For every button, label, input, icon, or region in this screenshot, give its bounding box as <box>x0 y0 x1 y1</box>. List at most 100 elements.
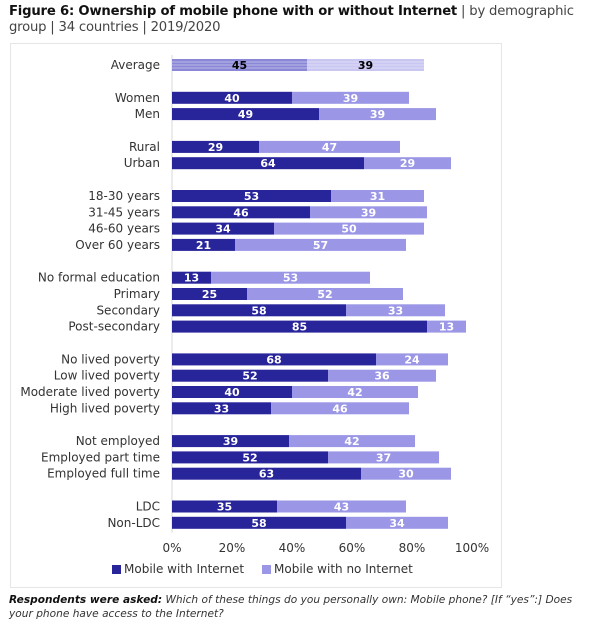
data-label-no-internet-employed-part-time: 37 <box>376 451 391 464</box>
data-label-with-internet-high-lived-poverty: 33 <box>214 402 229 415</box>
bar-with-internet-not-employed <box>172 435 289 448</box>
bar-no-internet-not-employed <box>289 435 415 448</box>
bar-no-internet-secondary <box>346 304 445 317</box>
data-label-with-internet-employed-full-time: 63 <box>259 468 274 481</box>
bar-no-internet-over-60-years <box>235 238 406 251</box>
data-label-no-internet-average: 39 <box>358 59 373 72</box>
data-label-no-internet-secondary: 33 <box>388 304 403 317</box>
category-label-low-lived-poverty: Low lived poverty <box>54 369 160 383</box>
data-label-no-internet-low-lived-poverty: 36 <box>374 370 390 383</box>
bar-no-internet-urban <box>364 157 451 170</box>
bar-with-internet-no-lived-poverty <box>172 353 376 366</box>
x-tick-label-100pct: 100% <box>455 541 489 555</box>
data-label-with-internet-moderate-lived-poverty: 40 <box>224 386 240 399</box>
bar-no-internet-no-formal-education <box>211 271 370 284</box>
bar-with-internet-46-60-years <box>172 222 274 235</box>
category-label-average: Average <box>111 58 160 72</box>
bar-with-internet-non-ldc <box>172 516 346 529</box>
category-label-no-lived-poverty: No lived poverty <box>61 352 160 366</box>
bar-no-internet-low-lived-poverty <box>328 369 436 382</box>
bar-no-internet-employed-full-time <box>361 467 451 480</box>
data-label-with-internet-ldc: 35 <box>217 501 232 514</box>
bar-with-internet-secondary <box>172 304 346 317</box>
legend-label-no-internet: Mobile with no Internet <box>274 562 413 576</box>
bar-no-internet-primary <box>247 288 403 300</box>
category-label-women: Women <box>115 91 160 105</box>
bar-with-internet-men <box>172 108 319 121</box>
data-label-no-internet-over-60-years: 57 <box>313 239 328 252</box>
data-label-no-internet-primary: 52 <box>317 288 332 301</box>
bar-with-internet-no-formal-education <box>172 271 211 284</box>
x-tick-label-60pct: 60% <box>339 541 366 555</box>
x-axis-ticks-layer: 0% 20% 40% 60% 80% 100% <box>162 541 489 555</box>
bar-with-internet-urban <box>172 157 364 170</box>
bar-no-internet-18-30-years <box>331 190 424 202</box>
data-label-with-internet-non-ldc: 58 <box>251 517 266 530</box>
category-label-primary: Primary <box>114 287 160 301</box>
survey-question-note: Respondents were asked: Which of these t… <box>9 593 599 621</box>
category-label-ldc: LDC <box>136 500 160 514</box>
data-label-no-internet-18-30-years: 31 <box>370 190 385 203</box>
data-label-with-internet-no-formal-education: 13 <box>184 272 199 285</box>
bar-with-internet-low-lived-poverty <box>172 369 328 382</box>
x-tick-label-20pct: 20% <box>219 541 246 555</box>
data-label-no-internet-ldc: 43 <box>334 501 349 514</box>
category-label-secondary: Secondary <box>96 303 160 317</box>
bar-no-internet-ldc <box>277 500 406 513</box>
data-label-with-internet-not-employed: 39 <box>223 435 238 448</box>
survey-question-label: Respondents were asked: <box>9 594 163 606</box>
bar-with-internet-rural <box>172 140 259 153</box>
bar-with-internet-high-lived-poverty <box>172 402 271 415</box>
data-label-with-internet-secondary: 58 <box>251 304 266 317</box>
x-tick-label-40pct: 40% <box>279 541 306 555</box>
data-label-with-internet-men: 49 <box>238 108 253 121</box>
data-label-no-internet-not-employed: 42 <box>344 435 359 448</box>
data-label-no-internet-rural: 47 <box>322 141 337 154</box>
category-label-no-formal-education: No formal education <box>38 271 160 285</box>
data-label-no-internet-post-secondary: 13 <box>439 321 454 334</box>
data-label-with-internet-women: 40 <box>224 92 240 105</box>
category-label-high-lived-poverty: High lived poverty <box>50 401 160 415</box>
bar-with-internet-31-45-years <box>172 206 310 219</box>
data-label-no-internet-46-60-years: 50 <box>341 223 357 236</box>
legend-item-no-internet: Mobile with no Internet <box>262 562 413 576</box>
data-label-no-internet-moderate-lived-poverty: 42 <box>347 386 362 399</box>
bar-no-internet-non-ldc <box>346 516 448 529</box>
legend-swatch-with-internet <box>112 564 121 574</box>
bar-no-internet-high-lived-poverty <box>271 402 409 415</box>
data-label-no-internet-non-ldc: 34 <box>389 517 405 530</box>
figure-title: Figure 6: Ownership of mobile phone with… <box>9 4 599 36</box>
category-label-moderate-lived-poverty: Moderate lived poverty <box>20 385 160 399</box>
data-label-no-internet-no-lived-poverty: 24 <box>404 353 420 366</box>
bars-layer: 45 39 40 39 49 39 29 47 64 29 53 31 46 39 34 50 21 57 13 53… <box>171 55 466 533</box>
category-label-rural: Rural <box>129 140 160 154</box>
data-label-with-internet-over-60-years: 21 <box>196 239 211 252</box>
figure-title-main: Figure 6: Ownership of mobile phone with… <box>9 4 458 19</box>
bar-with-internet-primary <box>172 288 247 300</box>
data-label-with-internet-rural: 29 <box>208 141 223 154</box>
category-labels-layer: Average Women Men Rural Urban 18-30 years 31-4… <box>20 58 160 530</box>
data-label-with-internet-primary: 25 <box>202 288 217 301</box>
x-tick-label-0pct: 0% <box>162 541 181 555</box>
bar-with-internet-ldc <box>172 500 277 513</box>
data-label-with-internet-post-secondary: 85 <box>292 321 307 334</box>
data-label-with-internet-low-lived-poverty: 52 <box>242 370 257 383</box>
bar-with-internet-employed-part-time <box>172 451 328 464</box>
data-label-no-internet-urban: 29 <box>400 157 415 170</box>
data-label-with-internet-average: 45 <box>232 59 247 72</box>
category-label-31-45-years: 31-45 years <box>88 205 160 219</box>
bar-no-internet-women <box>292 91 409 104</box>
bar-with-internet-employed-full-time <box>172 467 361 480</box>
bar-with-internet-over-60-years <box>172 238 235 251</box>
category-label-men: Men <box>135 107 160 121</box>
data-label-no-internet-31-45-years: 39 <box>361 206 376 219</box>
data-label-no-internet-high-lived-poverty: 46 <box>332 402 348 415</box>
bar-with-internet-post-secondary <box>172 320 427 333</box>
bar-no-internet-46-60-years <box>274 222 424 235</box>
category-label-employed-full-time: Employed full time <box>47 467 160 481</box>
category-label-employed-part-time: Employed part time <box>41 450 160 464</box>
bar-no-internet-31-45-years <box>310 206 427 219</box>
data-label-no-internet-employed-full-time: 30 <box>398 468 414 481</box>
legend-item-with-internet: Mobile with Internet <box>112 562 244 576</box>
